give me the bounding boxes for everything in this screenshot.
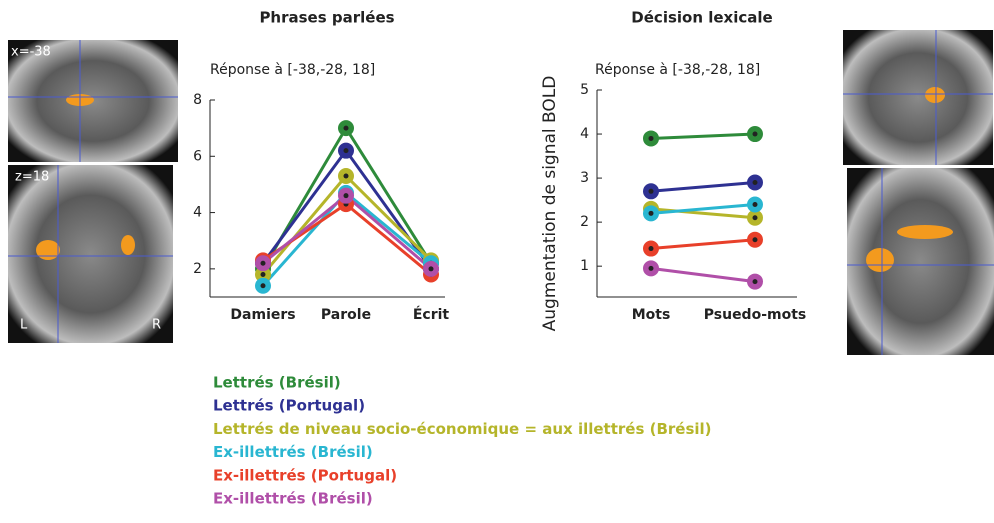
y-tick-label: 8 <box>193 92 202 108</box>
legend-entry: Ex-illettrés (Portugal) <box>213 466 397 484</box>
point-center <box>649 211 654 216</box>
point-center <box>753 215 758 220</box>
y-tick-label: 4 <box>580 126 589 142</box>
y-tick-label: 3 <box>580 170 589 186</box>
image-label: R <box>152 318 161 333</box>
point-center <box>753 132 758 137</box>
activation <box>925 87 945 103</box>
x-tick-label: Psuedo-mots <box>704 307 807 323</box>
series-line <box>651 182 755 191</box>
point-center <box>753 279 758 284</box>
point-center <box>429 266 434 271</box>
image-label: L <box>20 318 28 333</box>
image-label: z=18 <box>15 170 49 185</box>
point-center <box>649 246 654 251</box>
y-tick-label: 2 <box>193 261 202 277</box>
point-center <box>261 283 266 288</box>
x-tick-label: Parole <box>321 307 371 323</box>
activation <box>36 240 60 260</box>
point-center <box>344 126 349 131</box>
series-line <box>651 134 755 138</box>
chart-subtitle: Réponse à [-38,-28, 18] <box>595 62 760 78</box>
legend-entry: Ex-illettrés (Brésil) <box>213 443 373 461</box>
chart-title: Décision lexicale <box>631 9 772 27</box>
point-center <box>344 173 349 178</box>
point-center <box>344 148 349 153</box>
y-tick-label: 5 <box>580 82 589 98</box>
x-tick-label: Écrit <box>413 306 450 323</box>
legend-entry: Lettrés (Portugal) <box>213 397 365 415</box>
activation <box>897 225 953 239</box>
point-center <box>753 202 758 207</box>
y-tick-label: 6 <box>193 148 202 164</box>
figure: x=-38 z=18 L R Phrases parlées Réponse à … <box>0 0 994 523</box>
point-center <box>649 189 654 194</box>
brain-sagittal-right <box>843 30 993 165</box>
legend-entry: Lettrés (Brésil) <box>213 374 341 392</box>
series-line <box>651 240 755 249</box>
y-axis-label: Augmentation de signal BOLD <box>540 76 560 332</box>
y-tick-label: 2 <box>580 214 589 230</box>
chart-title: Phrases parlées <box>259 9 394 27</box>
y-tick-label: 1 <box>580 258 589 274</box>
legend-entry: Ex-illettrés (Brésil) <box>213 490 373 508</box>
activation <box>866 248 894 272</box>
x-tick-label: Damiers <box>230 307 295 323</box>
y-tick-label: 4 <box>193 205 202 221</box>
point-center <box>753 237 758 242</box>
point-center <box>649 266 654 271</box>
activation <box>121 235 135 255</box>
point-center <box>261 261 266 266</box>
brain-images: x=-38 z=18 L R <box>8 30 994 355</box>
series-line <box>651 268 755 281</box>
point-center <box>649 136 654 141</box>
legend-entry: Lettrés de niveau socio-économique = aux… <box>213 420 712 438</box>
x-tick-label: Mots <box>632 307 671 323</box>
point-center <box>261 272 266 277</box>
point-center <box>344 193 349 198</box>
chart-subtitle: Réponse à [-38,-28, 18] <box>210 62 375 78</box>
image-label: x=-38 <box>11 45 51 60</box>
point-center <box>753 180 758 185</box>
series-line <box>263 204 431 274</box>
brain-axial-left <box>8 165 173 343</box>
